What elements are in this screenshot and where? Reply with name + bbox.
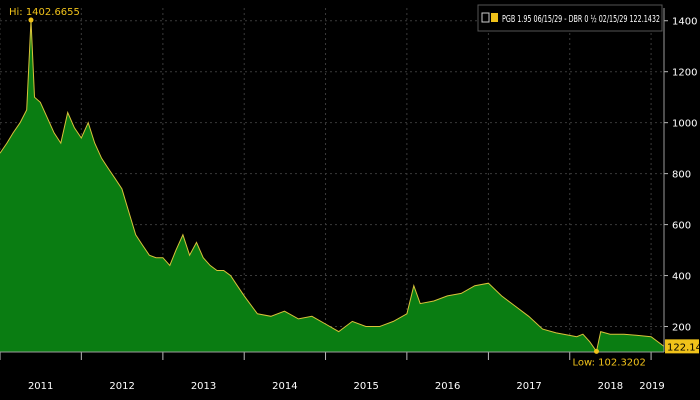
x-tick-label: 2014 xyxy=(272,381,297,392)
low-marker xyxy=(593,348,599,354)
high-marker xyxy=(28,17,34,23)
x-tick-label: 2019 xyxy=(639,381,664,392)
x-tick-label: 2016 xyxy=(435,381,460,392)
annotation-layer: Hi: 1402.6655 Low: 102.3202 122.1432 xyxy=(9,7,700,368)
x-tick-label: 2018 xyxy=(598,381,623,392)
x-tick-label: 2017 xyxy=(516,381,541,392)
y-tick-label: 1400 xyxy=(672,17,697,28)
y-tick-label: 1200 xyxy=(672,68,697,79)
last-value-tag xyxy=(665,339,699,354)
series-line xyxy=(0,20,665,353)
last-value-label: 122.1432 xyxy=(667,342,700,353)
y-tick-label: 200 xyxy=(672,323,691,334)
legend: PGB 1.95 06/15/29 - DBR 0 ½ 02/15/29 122… xyxy=(477,4,663,32)
y-tick-label: 600 xyxy=(672,221,691,232)
low-label: Low: 102.3202 xyxy=(572,357,645,368)
y-tick-label: 1000 xyxy=(672,119,697,130)
y-tick-label: 800 xyxy=(672,170,691,181)
high-label: Hi: 1402.6655 xyxy=(9,7,80,18)
legend-toggle-icon xyxy=(481,12,490,23)
legend-box xyxy=(477,4,663,32)
y-tick-label: 400 xyxy=(672,272,691,283)
x-tick-label: 2011 xyxy=(28,381,53,392)
x-tick-label: 2013 xyxy=(191,381,216,392)
legend-swatch xyxy=(491,13,498,22)
series-layer xyxy=(0,20,665,353)
x-tick-label: 2015 xyxy=(353,381,378,392)
legend-entry: PGB 1.95 06/15/29 - DBR 0 ½ 02/15/29 122… xyxy=(502,13,660,25)
axis-layer: 200 400 600 800 1000 1200 1400 2011 2012 2013 2014… xyxy=(0,8,697,392)
x-tick-label: 2012 xyxy=(109,381,134,392)
series-area xyxy=(0,20,664,352)
